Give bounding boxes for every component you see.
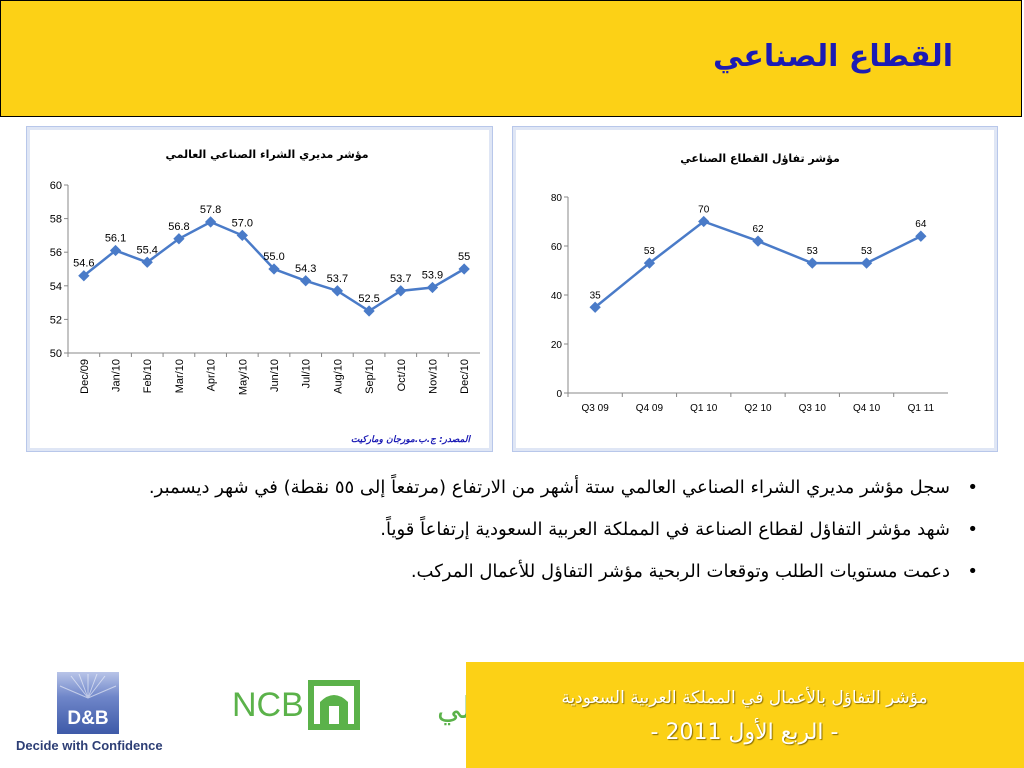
optimism-title: مؤشر تفاؤل القطاع الصناعي: [680, 152, 840, 165]
pmi-data-label: 57.0: [232, 217, 253, 229]
bullet-list: • سجل مؤشر مديري الشراء الصناعي العالمي …: [28, 470, 978, 596]
bullet-text: سجل مؤشر مديري الشراء الصناعي العالمي ست…: [148, 477, 950, 498]
footer-line-1: مؤشر التفاؤل بالأعمال في المملكة العربية…: [561, 688, 928, 708]
optimism-x-tick-label: Q3 09: [582, 403, 610, 414]
pmi-x-tick-label: May/10: [237, 359, 249, 395]
dnb-tagline: Decide with Confidence: [16, 738, 163, 753]
pmi-data-point: [395, 285, 407, 297]
pmi-data-point: [426, 281, 439, 294]
bullet-text: شهد مؤشر التفاؤل لقطاع الصناعة في المملك…: [380, 519, 950, 540]
optimism-data-point: [806, 257, 818, 269]
pmi-title: مؤشر مديري الشراء الصناعي العالمي: [165, 148, 368, 161]
pmi-x-tick-label: Jan/10: [111, 359, 123, 392]
optimism-x-tick-label: Q1 11: [908, 403, 935, 414]
pmi-data-label: 54.3: [295, 263, 316, 275]
pmi-x-tick-label: Sep/10: [364, 359, 376, 394]
pmi-data-label: 54.6: [73, 258, 94, 270]
pmi-x-tick-label: Feb/10: [142, 359, 154, 393]
footer-line-2: - الربع الأول 2011 -: [650, 720, 839, 745]
optimism-chart: مؤشر تفاؤل القطاع الصناعي 0 20 40 60 80 Q3 09 Q…: [551, 152, 948, 414]
pmi-data-label: 52.5: [358, 293, 379, 305]
pmi-x-tick-label: Mar/10: [174, 359, 186, 393]
optimism-data-label: 53: [861, 246, 873, 257]
page-title: القطاع الصناعي: [712, 39, 953, 74]
dnb-logo-text: D&B: [67, 708, 108, 729]
pmi-data-point: [236, 229, 248, 242]
pmi-data-point: [109, 244, 122, 257]
ncb-latin-text: NCB: [232, 686, 304, 724]
pmi-data-label: 53.9: [422, 269, 443, 281]
bullet-marker: •: [967, 519, 978, 540]
pmi-data-label: 56.1: [105, 233, 126, 245]
pmi-y-tick-label: 56: [50, 247, 62, 259]
optimism-x-tick-label: Q4 10: [853, 403, 881, 414]
optimism-x-tick-label: Q1 10: [690, 403, 718, 414]
ncb-arch-icon: [308, 680, 360, 730]
pmi-x-tick-label: Aug/10: [332, 359, 344, 394]
pmi-data-point: [331, 285, 344, 297]
optimism-data-label: 64: [915, 219, 927, 230]
bullet-text: دعمت مستويات الطلب وتوقعات الربحية مؤشر …: [410, 561, 950, 582]
pmi-data-point: [458, 263, 470, 275]
pmi-x-tick-label: Dec/09: [79, 359, 91, 394]
bullet-item: • دعمت مستويات الطلب وتوقعات الربحية مؤش…: [28, 554, 978, 590]
pmi-data-label: 56.8: [168, 221, 189, 233]
dnb-logo: D&B: [57, 672, 119, 734]
pmi-y-tick-label: 52: [50, 314, 62, 326]
pmi-chart: مؤشر مديري الشراء الصناعي العالمي 50 52 54 5…: [50, 148, 480, 445]
bullet-item: • شهد مؤشر التفاؤل لقطاع الصناعة في المم…: [28, 512, 978, 548]
bullet-marker: •: [967, 477, 978, 498]
pmi-x-tick-label: Dec/10: [459, 359, 471, 394]
optimism-y-tick-label: 0: [556, 389, 562, 400]
pmi-x-tick-label: Nov/10: [427, 359, 439, 394]
pmi-y-tick-label: 50: [50, 348, 62, 360]
ncb-logo: NCB الأهلي: [232, 680, 468, 730]
optimism-data-point: [752, 235, 764, 247]
header-bar: القطاع الصناعي: [0, 0, 1022, 117]
chart-panel-optimism: مؤشر تفاؤل القطاع الصناعي 0 20 40 60 80 Q3 09 Q…: [512, 126, 998, 452]
pmi-x-tick-label: Jun/10: [269, 359, 281, 392]
pmi-data-point: [141, 256, 153, 268]
ncb-arabic-text: الأهلي: [437, 688, 468, 726]
pmi-data-label: 55: [458, 251, 470, 263]
optimism-y-tick-label: 80: [551, 193, 563, 204]
dnb-rays-icon: D&B: [59, 673, 117, 729]
pmi-x-tick-label: Jul/10: [301, 359, 313, 388]
optimism-x-tick-label: Q4 09: [636, 403, 664, 414]
pmi-data-label: 53.7: [390, 273, 411, 285]
pmi-data-point: [300, 275, 312, 287]
optimism-data-point: [860, 257, 873, 269]
optimism-data-label: 70: [698, 205, 710, 216]
optimism-y-tick-label: 60: [551, 242, 563, 253]
pmi-y-tick-label: 54: [50, 281, 62, 293]
optimism-data-label: 53: [644, 246, 656, 257]
optimism-x-tick-label: Q2 10: [744, 403, 772, 414]
footer-band: مؤشر التفاؤل بالأعمال في المملكة العربية…: [466, 662, 1024, 768]
optimism-x-tick-label: Q3 10: [799, 403, 827, 414]
pmi-y-tick-label: 58: [50, 214, 62, 226]
pmi-data-point: [363, 305, 375, 317]
chart-source-note: المصدر: ج.ب.مورجان وماركيت: [351, 434, 472, 445]
pmi-x-tick-label: Apr/10: [206, 359, 218, 391]
pmi-data-point: [204, 216, 217, 228]
pmi-x-tick-label: Oct/10: [396, 359, 408, 391]
chart-panel-pmi: مؤشر مديري الشراء الصناعي العالمي 50 52 54 5…: [26, 126, 493, 452]
optimism-data-label: 53: [807, 246, 819, 257]
pmi-data-label: 53.7: [327, 273, 348, 285]
optimism-data-point: [915, 230, 927, 242]
optimism-y-tick-label: 40: [551, 291, 563, 302]
pmi-data-label: 55.0: [263, 251, 284, 263]
pmi-data-label: 55.4: [137, 244, 158, 256]
bullet-item: • سجل مؤشر مديري الشراء الصناعي العالمي …: [28, 470, 978, 506]
optimism-y-tick-label: 20: [551, 340, 563, 351]
pmi-y-tick-label: 60: [50, 180, 62, 192]
optimism-data-label: 62: [752, 224, 764, 235]
pmi-data-point: [268, 263, 280, 275]
pmi-data-point: [173, 233, 185, 245]
bullet-marker: •: [967, 561, 978, 582]
optimism-data-label: 35: [590, 290, 602, 301]
pmi-data-label: 57.8: [200, 204, 221, 216]
